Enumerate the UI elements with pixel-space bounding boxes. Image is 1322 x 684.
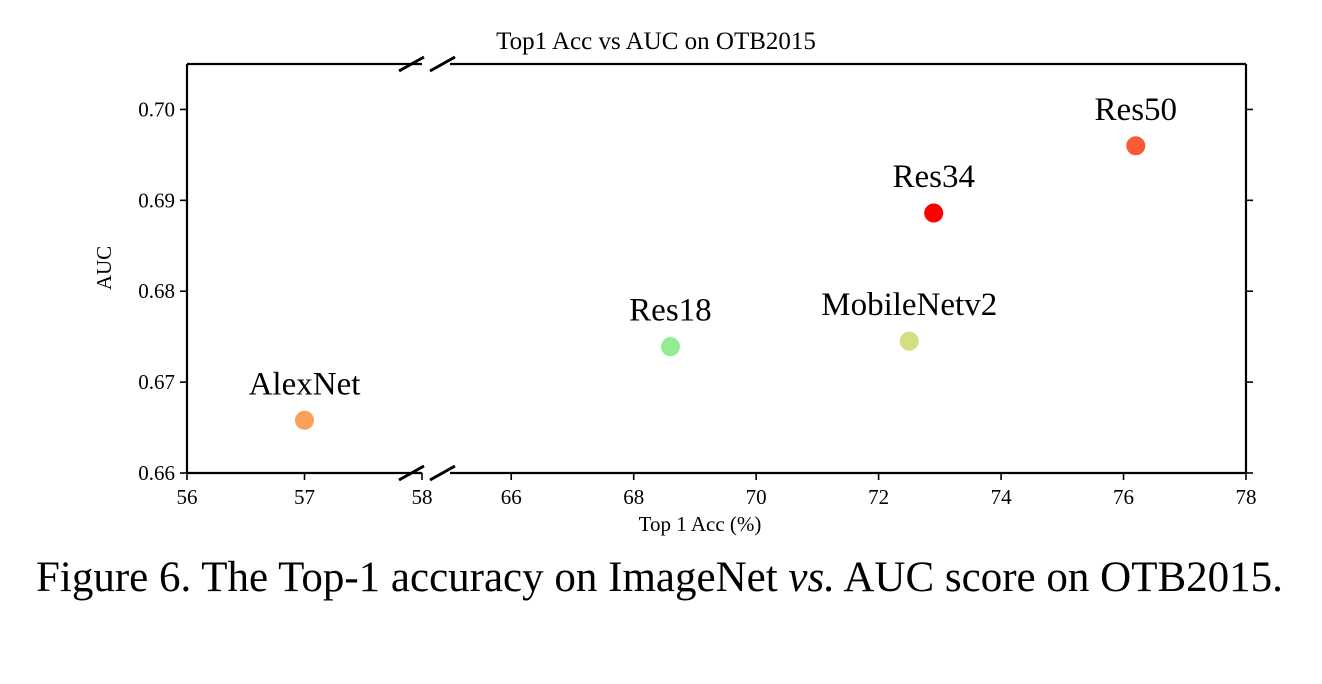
x-tick-label-58: 58 [412, 485, 433, 509]
x-tick-label-66: 66 [501, 485, 522, 509]
axis-break-mark-3 [429, 464, 456, 482]
y-tick-label-0.66: 0.66 [138, 461, 175, 485]
point-res50 [1126, 136, 1146, 156]
point-mobilenetv2 [899, 331, 919, 351]
point-label-res18: Res18 [629, 293, 712, 329]
y-tick-label-0.69: 0.69 [138, 188, 175, 212]
x-tick-label-78: 78 [1236, 485, 1257, 509]
caption-suffix: AUC score on OTB2015. [835, 554, 1283, 601]
point-label-alexnet: AlexNet [249, 366, 361, 402]
point-label-res34: Res34 [892, 159, 975, 195]
point-alexnet [295, 410, 314, 430]
caption-vs: vs. [788, 554, 835, 601]
point-label-mobilenetv2: MobileNetv2 [821, 287, 997, 323]
axis-break-mark-1 [398, 464, 425, 482]
figure-caption: Figure 6. The Top-1 accuracy on ImageNet… [36, 552, 1294, 604]
y-axis-label: AUC [92, 246, 116, 290]
scatter-chart: Top1 Acc vs AUC on OTB2015 0.660.670.680… [92, 28, 1257, 536]
x-tick-label-57: 57 [294, 485, 315, 509]
x-tick-label-68: 68 [623, 485, 644, 509]
point-res18 [660, 337, 680, 357]
x-tick-label-76: 76 [1113, 485, 1134, 509]
data-points: AlexNet Res18 MobileNetv2 Res34 Res50 [249, 92, 1177, 430]
tick-marks: 0.66 0.67 0.68 0.69 0.70 56 57 58 66 68 70 72 74 76 78 [138, 97, 1256, 509]
x-axis-label: Top 1 Acc (%) [639, 512, 762, 536]
y-tick-label-0.70: 0.70 [138, 97, 175, 121]
axes [185, 55, 1248, 482]
point-res34 [924, 203, 944, 223]
y-tick-label-0.68: 0.68 [138, 279, 175, 303]
caption-prefix: Figure 6. The Top-1 accuracy on ImageNet [36, 554, 789, 601]
x-tick-label-74: 74 [991, 485, 1013, 509]
x-tick-label-72: 72 [868, 485, 889, 509]
axis-break-mark-0 [398, 55, 425, 73]
x-tick-label-70: 70 [746, 485, 767, 509]
x-tick-label-56: 56 [177, 485, 198, 509]
chart-title: Top1 Acc vs AUC on OTB2015 [496, 28, 816, 55]
y-tick-label-0.67: 0.67 [138, 370, 175, 394]
point-label-res50: Res50 [1095, 92, 1178, 128]
axis-break-mark-2 [429, 55, 456, 73]
